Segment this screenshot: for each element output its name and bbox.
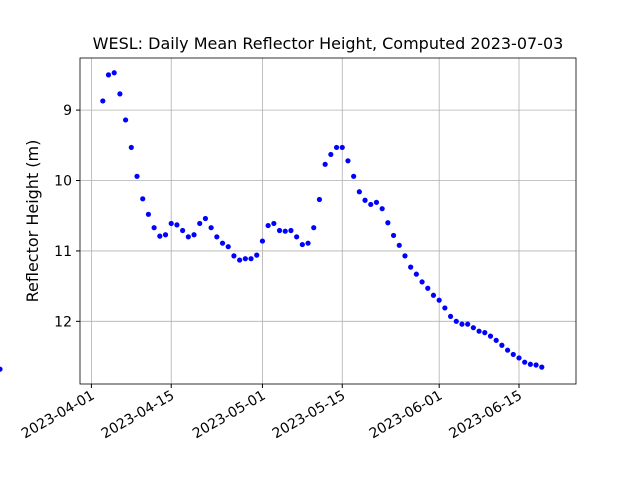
data-point: [413, 271, 419, 277]
data-point: [522, 359, 528, 365]
data-point: [111, 70, 117, 76]
data-point: [225, 244, 231, 250]
x-tick-label: 2023-05-15: [270, 388, 348, 443]
data-point: [214, 234, 220, 240]
data-point: [219, 240, 226, 246]
data-point: [185, 234, 191, 240]
y-tick-label: 11: [54, 244, 72, 260]
data-point: [425, 285, 431, 291]
data-point: [100, 98, 106, 104]
data-point: [242, 256, 248, 262]
data-point: [539, 364, 545, 370]
data-point: [487, 333, 494, 339]
data-point: [299, 241, 305, 248]
data-point: [453, 318, 459, 324]
x-tick-label: 2023-06-15: [447, 388, 525, 443]
data-point: [288, 227, 294, 234]
data-point: [419, 279, 425, 285]
data-point: [385, 220, 391, 226]
data-point: [294, 234, 300, 240]
data-point: [151, 225, 157, 231]
data-point: [339, 144, 345, 151]
data-point: [105, 72, 112, 78]
data-point: [328, 151, 334, 158]
chart-title: WESL: Daily Mean Reflector Height, Compu…: [93, 34, 564, 53]
data-point: [510, 351, 516, 358]
data-point: [527, 361, 533, 367]
y-tick-label: 12: [54, 314, 72, 330]
y-tick-label: 10: [54, 174, 72, 190]
data-point: [516, 355, 522, 361]
data-point: [504, 347, 511, 353]
data-point: [271, 220, 277, 227]
data-point: [396, 242, 402, 248]
data-point: [476, 328, 482, 334]
data-point: [282, 228, 288, 234]
data-point: [157, 233, 163, 239]
x-tick-label: 2023-06-01: [367, 388, 445, 443]
data-point: [442, 305, 448, 311]
data-point: [248, 256, 254, 262]
data-point: [305, 240, 311, 246]
data-point: [499, 342, 505, 348]
data-point: [174, 222, 180, 228]
data-point: [276, 227, 283, 234]
data-point: [128, 144, 134, 151]
data-point: [197, 220, 203, 227]
plot-frame: [79, 57, 577, 385]
data-point: [390, 232, 397, 239]
data-point: [408, 264, 414, 270]
data-point: [470, 325, 476, 331]
data-point: [333, 144, 340, 151]
data-point: [465, 321, 471, 327]
data-point: [402, 253, 408, 259]
data-point: [373, 199, 380, 205]
data-point: [117, 91, 123, 97]
data-point: [123, 117, 129, 123]
data-point: [180, 227, 186, 234]
data-point: [231, 253, 237, 259]
data-point: [447, 313, 454, 320]
data-point: [356, 189, 362, 195]
data-point: [379, 206, 385, 212]
data-point: [368, 201, 374, 208]
x-tick-label: 2023-04-15: [99, 388, 177, 443]
data-point: [259, 238, 266, 244]
data-point: [316, 196, 323, 203]
x-tick-label: 2023-04-01: [19, 388, 97, 443]
data-point: [493, 337, 499, 343]
data-point: [191, 232, 197, 238]
x-tick-label: 2023-05-01: [190, 388, 268, 443]
data-point: [0, 366, 3, 372]
data-point: [134, 173, 140, 179]
data-point: [168, 220, 174, 227]
data-point: [162, 232, 169, 238]
data-point: [265, 222, 271, 229]
data-point: [322, 161, 328, 167]
data-point: [533, 362, 539, 368]
data-point: [145, 211, 152, 217]
data-point: [482, 330, 488, 336]
data-point: [430, 292, 437, 298]
data-point: [237, 257, 243, 263]
data-point: [362, 197, 368, 203]
data-point: [202, 215, 209, 222]
data-point: [254, 252, 260, 258]
y-axis-label: Reflector Height (m): [23, 140, 42, 303]
data-point: [140, 196, 146, 202]
y-tick-label: 9: [63, 103, 72, 119]
data-point: [345, 158, 351, 164]
data-point: [436, 297, 442, 303]
data-point: [208, 225, 214, 231]
data-point: [311, 225, 317, 231]
data-point: [351, 173, 357, 179]
data-point: [459, 321, 465, 327]
